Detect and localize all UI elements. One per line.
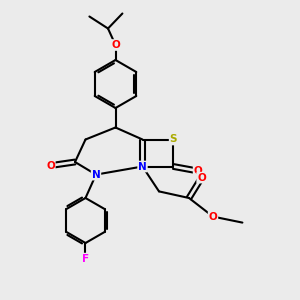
Text: F: F — [82, 254, 89, 264]
Text: O: O — [197, 172, 206, 183]
Text: O: O — [111, 40, 120, 50]
Text: O: O — [194, 166, 202, 176]
Text: S: S — [170, 134, 177, 145]
Text: N: N — [138, 161, 147, 172]
Text: O: O — [208, 212, 217, 222]
Text: N: N — [92, 169, 100, 180]
Text: O: O — [46, 160, 55, 171]
